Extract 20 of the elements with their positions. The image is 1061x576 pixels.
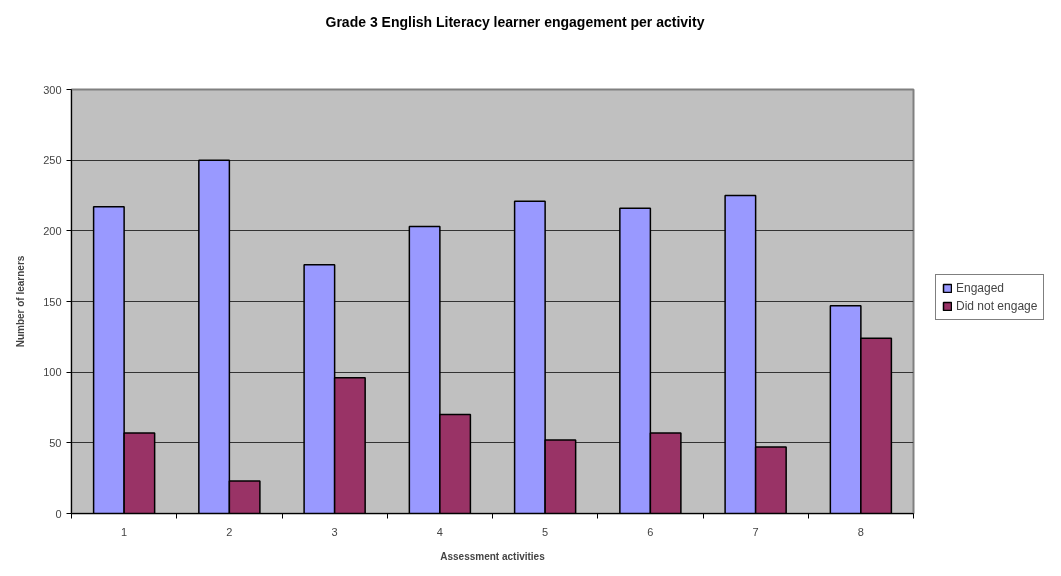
x-tick-label: 3 — [331, 525, 338, 538]
x-tick-label: 5 — [542, 525, 549, 538]
y-tick-label: 150 — [43, 295, 62, 308]
x-tick-label: 2 — [226, 525, 233, 538]
x-axis-title: Assessment activities — [440, 550, 546, 562]
y-tick-label: 250 — [43, 154, 62, 167]
y-tick-label: 0 — [55, 507, 62, 520]
x-tick-label: 6 — [647, 525, 654, 538]
chart-title: Grade 3 English Literacy learner engagement per activity — [325, 13, 705, 32]
legend-label: Engaged — [956, 281, 1005, 295]
x-tick-label: 7 — [752, 525, 759, 538]
legend-label: Did not engage — [956, 299, 1038, 313]
x-tick-label: 8 — [857, 525, 864, 538]
x-tick-label: 1 — [121, 525, 128, 538]
y-tick-label: 200 — [43, 224, 62, 237]
y-tick-label: 50 — [49, 436, 62, 449]
y-tick-label: 100 — [43, 366, 62, 379]
y-tick-label: 300 — [43, 83, 62, 96]
x-tick-label: 4 — [436, 525, 443, 538]
y-axis-title: Number of learners — [15, 255, 27, 348]
